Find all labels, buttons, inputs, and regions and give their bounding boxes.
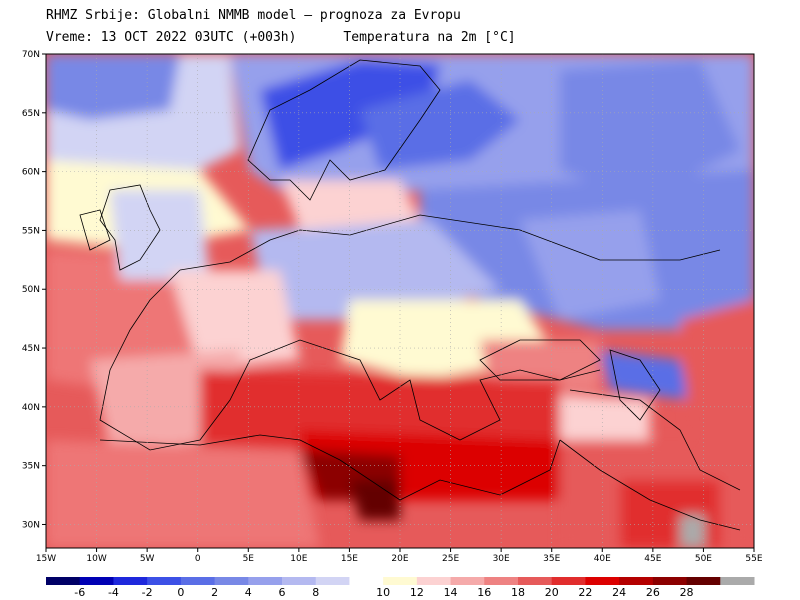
lon-label: 5E (243, 554, 255, 564)
colorbar-label: 2 (211, 586, 218, 599)
colorbar-label: 26 (646, 586, 660, 599)
temperature-field (46, 54, 754, 548)
lon-label: 40E (594, 554, 611, 564)
colorbar-label: 16 (477, 586, 491, 599)
lon-label: 25E (442, 554, 459, 564)
colorbar-swatch (652, 577, 688, 585)
colorbar-label: 14 (444, 586, 458, 599)
map-subtitle: Vreme: 13 OCT 2022 03UTC (+003h) Tempera… (46, 30, 516, 45)
colorbar-swatch (619, 577, 654, 585)
map-title: RHMZ Srbije: Globalni NMMB model — progn… (46, 8, 461, 23)
lon-label: 45E (644, 554, 661, 564)
lat-label: 45N (22, 344, 40, 354)
valid-time-label: Vreme: 13 OCT 2022 03UTC (+003h) (46, 30, 297, 45)
lon-label: 30E (493, 554, 510, 564)
colorbar-swatch (315, 577, 350, 585)
colorbar-swatch (585, 577, 620, 585)
colorbar-swatch (686, 577, 721, 585)
colorbar-label: 6 (279, 586, 286, 599)
colorbar-swatch (248, 577, 283, 585)
colorbar-label: -6 (74, 586, 85, 599)
coastlines (79, 59, 741, 531)
colorbar-swatch (484, 577, 519, 585)
colorbar-swatch (551, 577, 586, 585)
colorbar-label: 4 (245, 586, 252, 599)
lon-label: 35E (543, 554, 560, 564)
colorbar-swatch (79, 577, 114, 585)
colorbar-label: 18 (511, 586, 525, 599)
longitude-labels: 15W 10W 5W 0 5E 10E 15E 20E 25E 30E 35E 40E 45E 50E 55… (36, 548, 763, 564)
colorbar-label: 22 (578, 586, 592, 599)
colorbar-label: 12 (410, 586, 424, 599)
colorbar-label: -4 (108, 586, 119, 599)
colorbar-swatch (147, 577, 182, 585)
lon-label: 10W (86, 554, 106, 564)
colorbar-swatch (720, 577, 755, 585)
colorbar-label: 10 (376, 586, 390, 599)
colorbar-swatch (46, 577, 81, 585)
latitude-labels: 70N 65N 60N 55N 50N 45N 40N 35N 30N (22, 50, 46, 530)
colorbar-label: 28 (680, 586, 694, 599)
lon-label: 5W (140, 554, 155, 564)
colorbar: -6 -4 -2 0 2 4 6 8 10 12 14 16 18 20 22 24 26 28 (46, 577, 755, 599)
colorbar-swatch (518, 577, 553, 585)
colorbar-swatch (450, 577, 485, 585)
colorbar-label: 8 (312, 586, 319, 599)
colorbar-label: 20 (545, 586, 559, 599)
colorbar-swatch (113, 577, 148, 585)
lon-label: 50E (695, 554, 712, 564)
lat-label: 70N (22, 50, 40, 60)
lat-label: 55N (22, 226, 40, 236)
colorbar-swatch (282, 577, 317, 585)
colorbar-label: 24 (612, 586, 626, 599)
lat-label: 40N (22, 403, 40, 413)
colorbar-label: -2 (142, 586, 153, 599)
lat-label: 50N (22, 285, 40, 295)
lat-label: 35N (22, 462, 40, 472)
field-label: Temperatura na 2m [°C] (343, 30, 516, 45)
colorbar-swatch (180, 577, 216, 585)
colorbar-swatch (383, 577, 418, 585)
lon-label: 15E (341, 554, 358, 564)
lat-label: 60N (22, 168, 40, 178)
lat-label: 65N (22, 109, 40, 119)
colorbar-swatch (349, 577, 384, 585)
lon-label: 55E (745, 554, 762, 564)
colorbar-swatch (214, 577, 249, 585)
lon-label: 15W (36, 554, 56, 564)
lon-label: 0 (195, 554, 201, 564)
colorbar-swatch (416, 577, 452, 585)
colorbar-label: 0 (177, 586, 184, 599)
lon-label: 20E (391, 554, 408, 564)
lat-label: 30N (22, 520, 40, 530)
lon-label: 10E (290, 554, 307, 564)
